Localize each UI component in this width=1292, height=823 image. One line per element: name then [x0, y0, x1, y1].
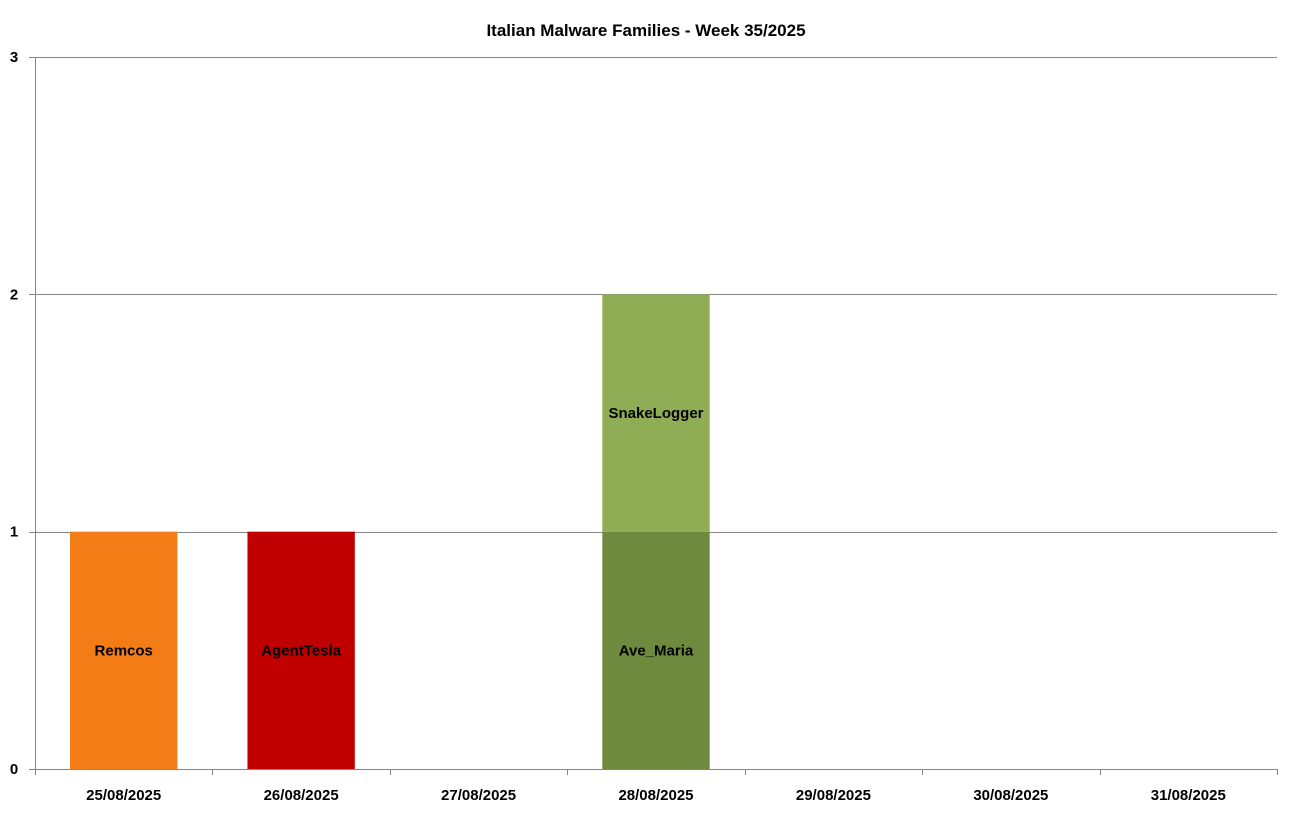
chart-title: Italian Malware Families - Week 35/2025 [486, 21, 805, 40]
x-tick-label: 27/08/2025 [441, 787, 516, 804]
bar-snakelogger [602, 294, 710, 532]
bars [70, 294, 710, 769]
x-tick-label: 25/08/2025 [86, 787, 161, 804]
x-tick-label: 26/08/2025 [264, 787, 339, 804]
y-tick-label: 0 [10, 761, 18, 778]
bar-ave-maria [602, 531, 710, 769]
x-tick-label: 29/08/2025 [796, 787, 871, 804]
data-label: AgentTesla [261, 642, 341, 659]
data-label: SnakeLogger [608, 405, 703, 422]
labels: 0 1 2 3 Remcos AgentTesla Ave_Maria SnakeLogger… [10, 49, 1226, 804]
x-tick-label: 31/08/2025 [1151, 787, 1226, 804]
bar-remcos [70, 531, 178, 769]
bar-agenttesla [247, 531, 355, 769]
data-label: Remcos [95, 642, 153, 659]
y-tick-label: 3 [10, 49, 18, 66]
axes [29, 57, 1278, 775]
x-tick-label: 28/08/2025 [618, 787, 693, 804]
data-label: Ave_Maria [619, 642, 694, 659]
x-tick-label: 30/08/2025 [973, 787, 1048, 804]
y-tick-label: 1 [10, 524, 18, 541]
y-tick-label: 2 [10, 286, 18, 303]
